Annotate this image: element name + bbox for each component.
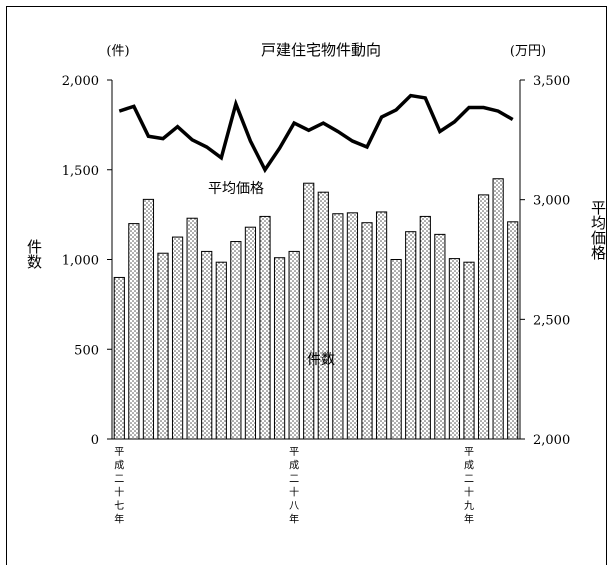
era-label: 平成二十八年	[289, 447, 299, 526]
bar	[463, 261, 475, 440]
line-series-annotation: 平均価格	[208, 181, 264, 197]
bar	[259, 215, 271, 440]
bar	[448, 258, 461, 440]
bar	[157, 252, 169, 440]
bar-series-annotation: 件数	[307, 352, 335, 368]
right-tick-label: 2,000	[533, 433, 570, 448]
era-label: 平成二十七年	[114, 447, 124, 526]
bar	[142, 198, 155, 440]
right-axis-unit: (万円)	[510, 44, 546, 59]
left-tick-label: 2,000	[62, 74, 99, 89]
left-tick-label: 0	[91, 433, 99, 448]
bar	[477, 194, 490, 440]
bar	[303, 182, 315, 440]
bar	[244, 226, 257, 440]
bar-series	[113, 178, 519, 440]
average-price-line	[118, 93, 514, 174]
left-axis-title: 件数	[25, 239, 43, 269]
bar	[390, 259, 402, 440]
chart-title: 戸建住宅物件動向	[261, 41, 381, 59]
bar	[507, 221, 519, 440]
bar	[317, 191, 329, 440]
era-label: 平成二十九年	[464, 447, 474, 526]
bar	[419, 215, 431, 440]
axes	[111, 80, 521, 440]
bar	[230, 241, 242, 440]
left-axis-ticks: 0 500 1,000 1,500 2,000	[62, 74, 112, 448]
right-axis-ticks: 2,000 2,500 3,000 3,500	[520, 74, 570, 448]
left-tick-label: 1,000	[62, 254, 99, 269]
bar	[113, 276, 125, 440]
bar	[405, 231, 417, 440]
era-labels: 平成二十七年 平成二十八年 平成二十九年	[114, 447, 474, 526]
bar	[346, 212, 359, 440]
bar	[128, 223, 140, 440]
left-tick-label: 1,500	[62, 164, 99, 179]
bar	[434, 233, 446, 440]
bar	[273, 257, 286, 440]
left-axis-unit: (件)	[106, 44, 129, 59]
bar	[215, 261, 227, 440]
bar	[375, 211, 388, 440]
right-tick-label: 3,500	[533, 74, 570, 89]
left-tick-label: 500	[74, 343, 99, 358]
bar	[361, 222, 373, 440]
bar	[186, 217, 198, 440]
line-series	[118, 93, 514, 174]
bar	[332, 213, 344, 440]
bar	[201, 250, 213, 440]
bar	[288, 250, 300, 440]
right-tick-label: 2,500	[533, 313, 570, 328]
bar	[492, 178, 504, 440]
right-tick-label: 3,000	[533, 194, 570, 209]
right-axis-title: 平均価格	[589, 200, 607, 260]
bar	[171, 236, 184, 440]
